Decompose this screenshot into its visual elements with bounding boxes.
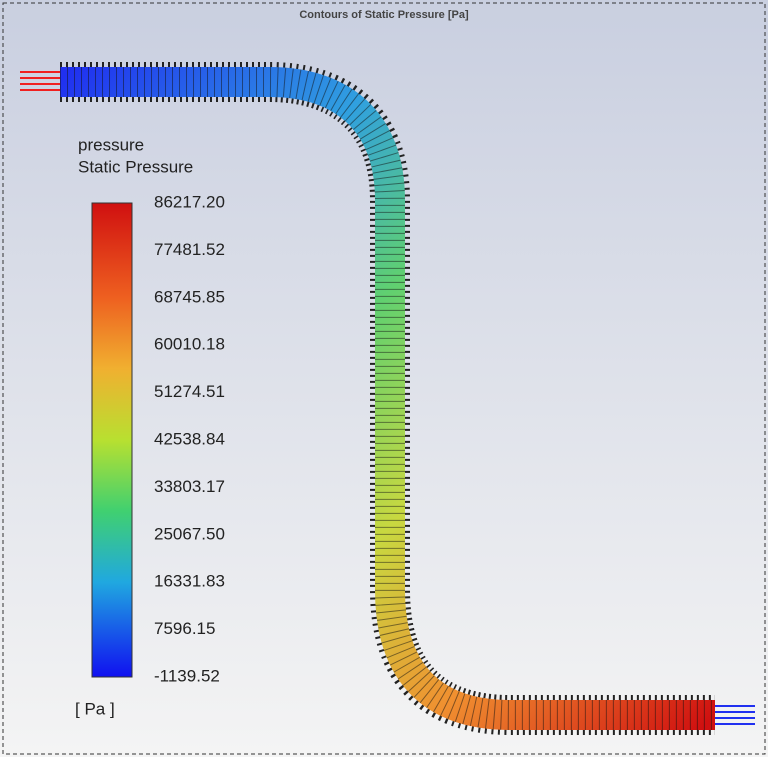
legend-tick-label: 25067.50 [154,524,225,543]
legend-tick-label: 51274.51 [154,382,225,401]
outlet-arrows [715,705,755,725]
legend-tick-label: -1139.52 [154,666,220,685]
legend-tick-label: 7596.15 [154,619,215,638]
legend: pressure Static Pressure [ Pa ] 86217.20… [75,135,225,718]
legend-tick-label: 60010.18 [154,335,225,354]
legend-tick-label: 33803.17 [154,477,225,496]
legend-title: Static Pressure [78,157,193,176]
legend-tick-label: 16331.83 [154,572,225,591]
color-bar [91,202,133,678]
legend-unit: [ Pa ] [75,699,115,718]
pipe [20,62,755,735]
legend-tick-label: 42538.84 [154,429,225,448]
inlet-arrows [20,71,60,91]
title: Contours of Static Pressure [Pa] [299,9,469,21]
legend-tick-label: 77481.52 [154,240,225,259]
legend-tick-label: 68745.85 [154,287,225,306]
legend-title: pressure [78,135,144,154]
pipe-body [60,67,715,730]
legend-tick-label: 86217.20 [154,192,225,211]
